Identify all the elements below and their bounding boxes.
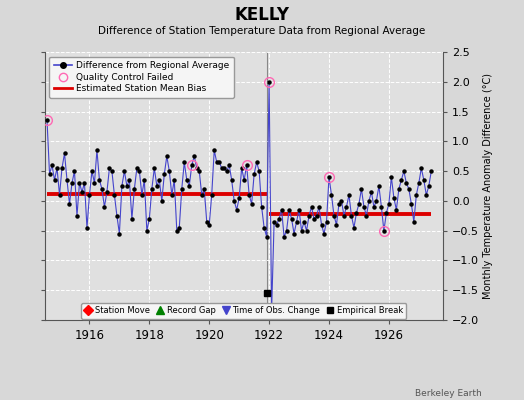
Text: Berkeley Earth: Berkeley Earth [416,389,482,398]
Text: KELLY: KELLY [235,6,289,24]
Y-axis label: Monthly Temperature Anomaly Difference (°C): Monthly Temperature Anomaly Difference (… [483,73,493,299]
Legend: Station Move, Record Gap, Time of Obs. Change, Empirical Break: Station Move, Record Gap, Time of Obs. C… [81,303,407,318]
Text: Difference of Station Temperature Data from Regional Average: Difference of Station Temperature Data f… [99,26,425,36]
